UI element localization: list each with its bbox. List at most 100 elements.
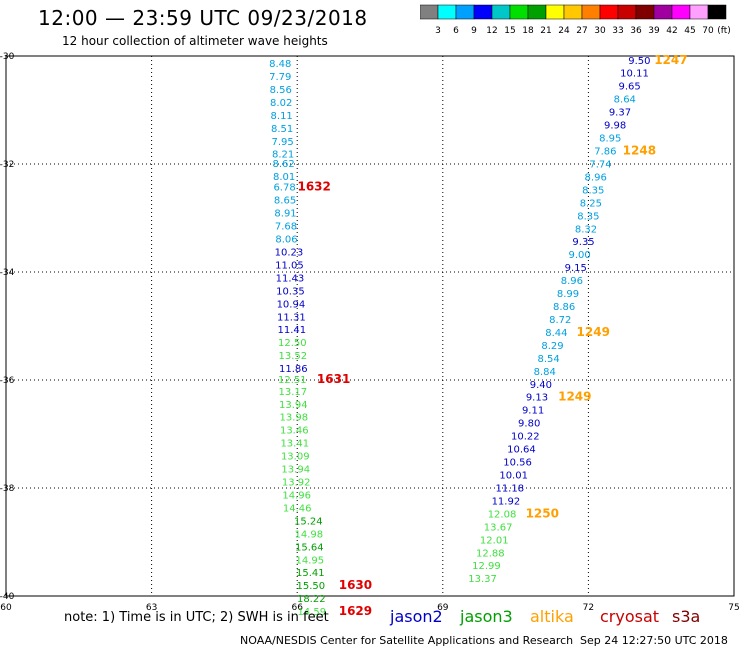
- wave-height-label: 15.24: [294, 516, 323, 527]
- pass-time-label: 1250: [526, 506, 559, 520]
- wave-height-label: 7.95: [272, 137, 294, 148]
- wave-height-label: 15.41: [296, 568, 325, 579]
- scale-label: 15: [504, 26, 515, 36]
- wave-height-label: 8.35: [577, 211, 599, 222]
- wave-height-label: 10.22: [511, 432, 540, 443]
- scale-label: 12: [486, 26, 497, 36]
- wave-height-label: 8.72: [549, 315, 571, 326]
- plot-frame: [5, 55, 735, 597]
- wave-height-label: 11.18: [495, 483, 524, 494]
- pass-time-label: 1631: [317, 372, 350, 386]
- y-tick-label: -30: [0, 52, 15, 62]
- wave-height-label: 8.51: [271, 124, 293, 135]
- wave-height-label: 13.94: [279, 400, 308, 411]
- wave-height-label: 7.86: [594, 147, 616, 158]
- x-tick-label: 63: [146, 603, 157, 613]
- footer-credit: NOAA/NESDIS Center for Satellite Applica…: [240, 634, 574, 647]
- wave-height-label: 12.51: [278, 375, 307, 386]
- wave-height-label: 8.01: [273, 172, 295, 183]
- scale-label: 39: [648, 26, 660, 36]
- scale-label: 18: [522, 26, 534, 36]
- scale-label: 6: [453, 26, 459, 36]
- wave-height-label: 8.06: [275, 235, 297, 246]
- pass-time-label: 1248: [623, 144, 656, 158]
- wave-height-label: 11.43: [276, 273, 305, 284]
- pass-time-label: 1247: [654, 53, 687, 67]
- wave-height-label: 13.98: [279, 413, 308, 424]
- legend-cryosat: cryosat: [600, 607, 660, 626]
- wave-height-label: 9.11: [522, 406, 544, 417]
- wave-height-label: 9.65: [619, 82, 641, 93]
- wave-height-label: 8.25: [580, 198, 602, 209]
- wave-height-label: 10.11: [620, 69, 649, 80]
- wave-height-label: 14.95: [295, 555, 324, 566]
- wave-height-label: 9.00: [569, 250, 591, 261]
- wave-height-label: 11.86: [279, 364, 308, 375]
- page-title: 12:00 — 23:59 UTC 09/23/2018: [38, 6, 368, 30]
- wave-height-label: 10.64: [507, 445, 536, 456]
- y-tick-label: -40: [0, 592, 15, 602]
- wave-height-label: 9.40: [530, 380, 552, 391]
- wave-height-label: 15.64: [295, 542, 324, 553]
- wave-height-label: 14.46: [283, 503, 312, 514]
- wave-height-label: 8.95: [599, 134, 621, 145]
- wave-height-label: 7.74: [589, 159, 611, 170]
- scale-label: 42: [666, 26, 677, 36]
- wave-height-label: 13.67: [484, 522, 513, 533]
- wave-height-label: 8.96: [561, 276, 583, 287]
- wave-height-label: 8.91: [274, 209, 296, 220]
- wave-height-label: 8.35: [582, 185, 604, 196]
- scale-swatch: [707, 4, 727, 20]
- wave-height-label: 13.09: [281, 452, 310, 463]
- footer-date: Sep 24 12:27:50 UTC 2018: [580, 634, 728, 647]
- wave-height-label: 13.41: [280, 439, 309, 450]
- wave-height-label: 10.35: [276, 286, 305, 297]
- scale-label: 24: [558, 26, 570, 36]
- wave-height-label: 8.48: [269, 59, 291, 70]
- wave-height-label: 8.65: [274, 196, 296, 207]
- x-tick-label: 72: [583, 603, 594, 613]
- pass-time-label: 1630: [339, 578, 372, 592]
- wave-height-label: 8.64: [614, 95, 636, 106]
- scale-label: 3: [435, 26, 441, 36]
- note-text: note: 1) Time is in UTC; 2) SWH is in fe…: [64, 610, 329, 625]
- scale-label: 30: [594, 26, 606, 36]
- wave-height-label: 8.44: [545, 328, 567, 339]
- wave-height-label: 13.94: [281, 465, 310, 476]
- x-tick-label: 66: [291, 603, 303, 613]
- scale-label: 27: [576, 26, 587, 36]
- pass-time-label: 1632: [297, 180, 330, 194]
- note-row: note: 1) Time is in UTC; 2) SWH is in fe…: [0, 607, 740, 631]
- wave-height-label: 12.01: [480, 535, 509, 546]
- wave-height-label: 13.37: [468, 574, 497, 585]
- scale-label: 36: [630, 26, 642, 36]
- wave-height-label: 8.21: [272, 150, 294, 161]
- wave-height-label: 10.23: [275, 247, 304, 258]
- wave-height-label: 11.92: [492, 496, 521, 507]
- wave-height-label: 13.52: [279, 351, 308, 362]
- legend-s3a: s3a: [672, 607, 701, 626]
- page-subtitle: 12 hour collection of altimeter wave hei…: [62, 34, 328, 48]
- scale-label: 45: [684, 26, 695, 36]
- wave-height-label: 9.15: [565, 263, 587, 274]
- legend-jason3: jason3: [460, 607, 513, 626]
- wave-height-label: 14.96: [282, 490, 311, 501]
- wave-height-label: 14.98: [295, 529, 324, 540]
- wave-height-label: 10.01: [499, 471, 528, 482]
- wave-height-label: 12.08: [488, 509, 517, 520]
- wave-height-label: 8.96: [585, 172, 607, 183]
- wave-height-label: 8.02: [270, 98, 292, 109]
- scale-label: 33: [612, 26, 623, 36]
- wave-height-label: 12.50: [278, 338, 307, 349]
- wave-height-label: 9.80: [518, 419, 540, 430]
- y-tick-label: -38: [0, 484, 15, 494]
- pass-time-label: 1249: [558, 390, 591, 404]
- wave-height-label: 9.37: [609, 108, 631, 119]
- wave-height-label: 8.99: [557, 289, 579, 300]
- wave-height-label: 8.56: [270, 85, 292, 96]
- legend-altika: altika: [530, 607, 574, 626]
- scale-label: 21: [540, 26, 551, 36]
- pass-time-label: 1249: [577, 325, 610, 339]
- wave-height-label: 13.92: [282, 478, 311, 489]
